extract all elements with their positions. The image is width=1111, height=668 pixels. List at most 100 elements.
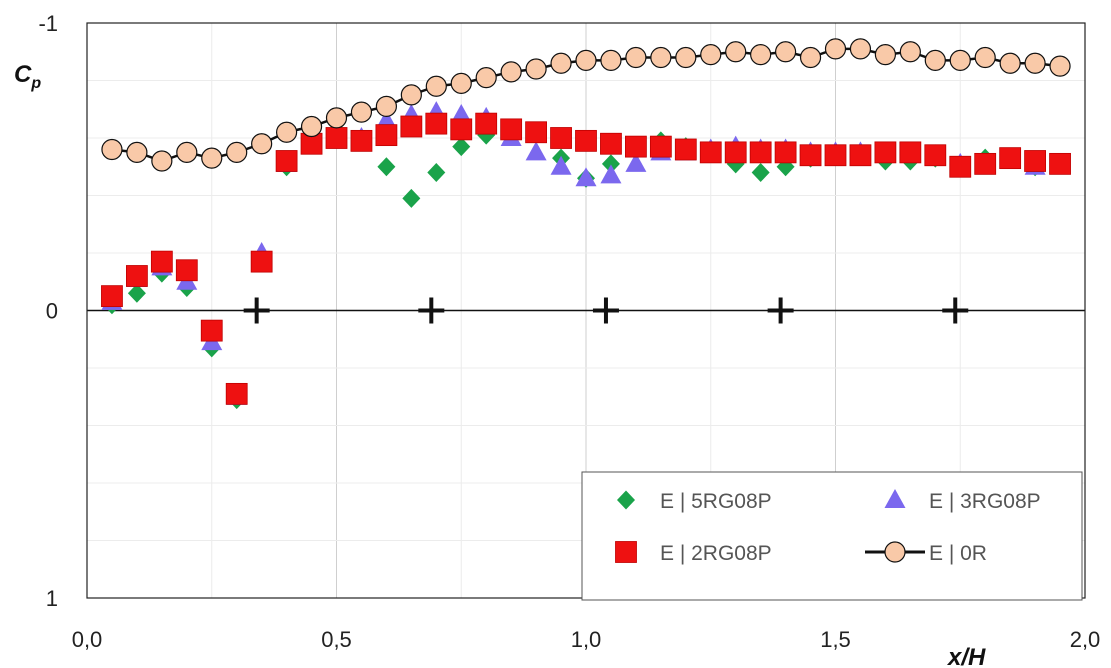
x-tick-labels: 0,0 0,5 1,0 1,5 2,0 (72, 627, 1101, 652)
data-point (625, 152, 647, 172)
data-point (575, 167, 597, 187)
data-point (999, 147, 1022, 170)
data-point (600, 132, 622, 155)
x-tick-label: 2,0 (1070, 627, 1101, 652)
data-point (949, 49, 971, 71)
data-point (325, 127, 348, 149)
y-axis-title: Cp (14, 61, 41, 92)
zero-line-markers (243, 297, 969, 324)
data-point (400, 115, 423, 138)
data-point (176, 141, 198, 163)
y-tick-label: 1 (46, 586, 58, 611)
plus-marker (418, 297, 445, 324)
data-point (151, 150, 173, 172)
legend-marker (615, 541, 637, 563)
data-point (625, 46, 647, 69)
data-point (924, 49, 946, 71)
data-point (1024, 150, 1046, 172)
data-point (874, 44, 897, 66)
data-point (275, 150, 298, 172)
data-point (1049, 55, 1071, 77)
legend-label: E | 3RG08P (929, 490, 1041, 513)
series-e-2rg08p (101, 112, 1071, 405)
x-tick-label: 1,0 (571, 627, 602, 652)
data-point (251, 133, 273, 155)
y-tick-label: -1 (38, 11, 58, 36)
data-point (377, 157, 396, 177)
data-point (127, 283, 146, 303)
series-e-0r (101, 38, 1071, 172)
data-point (625, 135, 647, 158)
x-axis-title: x/H (946, 644, 986, 668)
x-tick-label: 1,5 (820, 627, 851, 652)
data-point (949, 155, 972, 178)
legend-marker (884, 541, 906, 563)
data-point (700, 44, 722, 66)
data-point (974, 152, 997, 175)
data-point (525, 141, 547, 161)
data-point (550, 52, 572, 74)
data-point (375, 95, 397, 117)
data-point (999, 52, 1021, 74)
data-point (350, 129, 373, 152)
data-point (974, 46, 996, 69)
data-point (276, 121, 298, 143)
legend: E | 5RG08P E | 3RG08P E | 2RG08P E | 0R (581, 471, 1083, 601)
data-point (350, 101, 373, 123)
data-point (150, 250, 173, 273)
data-point (751, 163, 770, 182)
legend-box (581, 471, 1083, 601)
data-point (250, 250, 273, 273)
data-point (874, 141, 897, 164)
data-point (774, 141, 797, 164)
legend-entry: E | 2RG08P (615, 541, 772, 565)
plus-marker (767, 297, 794, 324)
data-point (452, 137, 471, 157)
data-point (450, 104, 472, 123)
data-point (674, 138, 697, 161)
data-point (200, 319, 223, 342)
data-point (126, 265, 148, 287)
data-point (849, 144, 872, 167)
data-point (799, 144, 822, 167)
data-point (325, 107, 348, 129)
data-point (649, 135, 672, 158)
data-point (500, 118, 523, 141)
data-point (724, 141, 747, 164)
data-point (725, 41, 747, 63)
data-point (101, 285, 123, 308)
data-point (300, 115, 323, 138)
data-point (550, 127, 572, 149)
legend-marker (884, 489, 906, 508)
data-point (225, 382, 248, 405)
data-point (824, 144, 847, 167)
data-point (824, 38, 847, 60)
data-point (427, 163, 446, 182)
plus-marker (592, 297, 619, 324)
data-point (899, 41, 921, 63)
legend-label: E | 2RG08P (660, 542, 772, 565)
data-point (924, 144, 947, 167)
plus-marker (942, 297, 969, 324)
data-point (749, 141, 772, 164)
data-point (650, 46, 672, 69)
data-point (600, 49, 622, 71)
legend-label: E | 5RG08P (660, 490, 772, 513)
legend-entry: E | 0R (865, 541, 987, 565)
data-point (126, 141, 148, 163)
data-point (450, 72, 472, 94)
data-point (425, 112, 448, 135)
y-tick-labels: -1 0 1 (38, 11, 58, 611)
data-point (774, 41, 797, 63)
legend-marker (617, 490, 635, 510)
y-tick-label: 0 (46, 299, 58, 324)
plus-marker (243, 297, 270, 324)
data-point (575, 129, 597, 152)
data-point (402, 188, 421, 208)
data-point (500, 61, 522, 83)
data-point (475, 112, 498, 135)
data-point (400, 84, 422, 106)
data-point (201, 147, 223, 169)
data-point (849, 38, 872, 60)
